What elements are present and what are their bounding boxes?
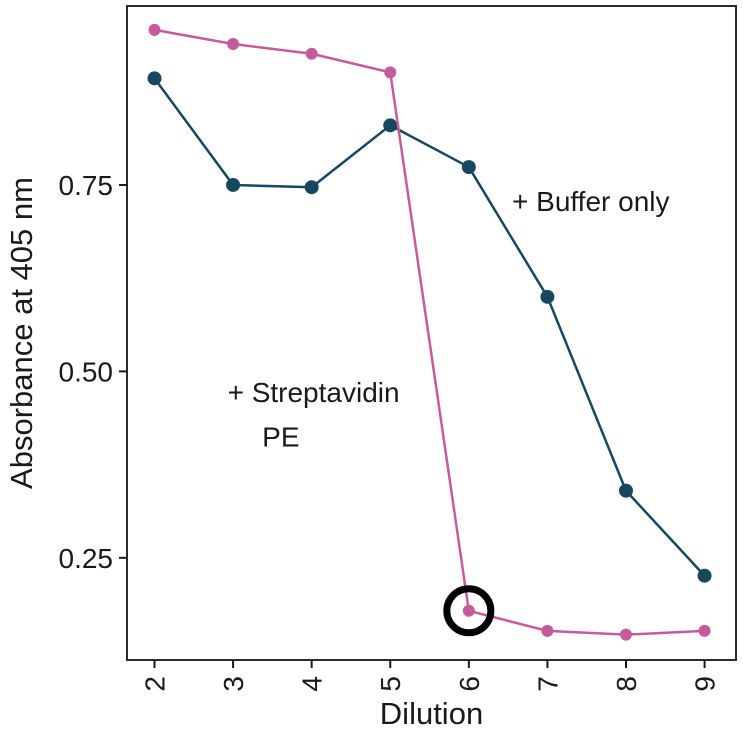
x-tick-label: 7 xyxy=(532,676,563,692)
x-axis-title: Dilution xyxy=(380,696,483,731)
data-point-series-1 xyxy=(384,66,397,79)
series-line-0 xyxy=(153,77,706,577)
x-tick-label: 5 xyxy=(375,676,406,692)
data-point-series-0 xyxy=(618,483,633,498)
data-point-series-1 xyxy=(148,23,161,36)
data-point-series-0 xyxy=(226,177,241,192)
data-point-series-1 xyxy=(305,47,318,60)
x-tick-label: 6 xyxy=(454,676,485,692)
x-tick-label: 2 xyxy=(140,676,171,692)
data-point-series-1 xyxy=(462,604,475,617)
x-tick-label: 8 xyxy=(611,676,642,692)
data-point-series-0 xyxy=(304,180,319,195)
data-point-series-1 xyxy=(619,628,632,641)
y-tick-label: 0.75 xyxy=(59,170,114,201)
data-point-series-1 xyxy=(227,38,240,51)
data-point-series-1 xyxy=(541,624,554,637)
annotation-text-0: + Buffer only xyxy=(512,186,669,217)
annotation-text-2: PE xyxy=(262,422,299,453)
highlight-ring xyxy=(443,585,495,637)
data-point-series-0 xyxy=(540,289,555,304)
data-point-series-0 xyxy=(697,568,712,583)
y-tick-label: 0.50 xyxy=(59,356,114,387)
y-axis-title: Absorbance at 405 nm xyxy=(4,177,39,489)
series-line-1 xyxy=(153,28,706,636)
data-point-series-0 xyxy=(147,71,162,86)
plot-panel-border xyxy=(126,5,737,661)
data-point-series-0 xyxy=(383,118,398,133)
data-point-series-0 xyxy=(461,160,476,175)
x-tick-label: 4 xyxy=(297,676,328,692)
annotation-text-1: + Streptavidin xyxy=(228,377,400,408)
data-point-series-1 xyxy=(698,624,711,637)
y-tick-label: 0.25 xyxy=(59,543,114,574)
x-tick-label: 9 xyxy=(690,676,721,692)
x-tick-label: 3 xyxy=(218,676,249,692)
